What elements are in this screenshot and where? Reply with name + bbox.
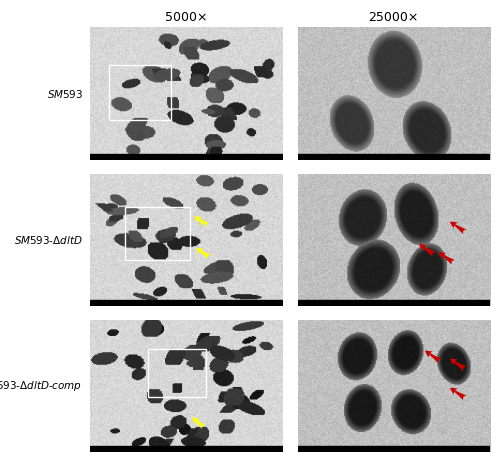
Bar [109, 64, 171, 120]
Bar [298, 300, 490, 309]
Text: $\mathit{SM}$593-$\mathit{\Delta dltD}$: $\mathit{SM}$593-$\mathit{\Delta dltD}$ [14, 234, 82, 246]
Text: 5000×: 5000× [165, 11, 208, 24]
Bar [90, 154, 282, 163]
Text: $\mathit{SM}$593: $\mathit{SM}$593 [46, 88, 82, 100]
Bar [148, 349, 206, 397]
Bar [298, 446, 490, 455]
Text: $\mathit{SM}$593-$\mathit{\Delta dltD}$-$\mathit{comp}$: $\mathit{SM}$593-$\mathit{\Delta dltD}$-… [0, 379, 82, 393]
Bar [298, 154, 490, 163]
Bar [124, 207, 190, 260]
Bar [90, 300, 282, 309]
Text: 25000×: 25000× [368, 11, 419, 24]
Bar [90, 446, 282, 455]
